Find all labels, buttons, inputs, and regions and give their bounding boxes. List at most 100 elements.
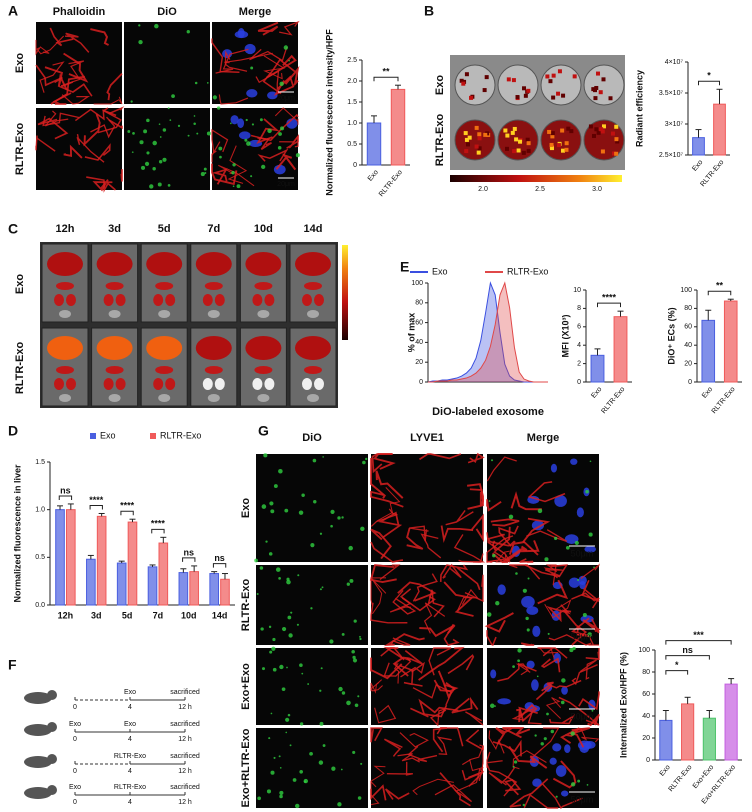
green-dot <box>522 803 526 807</box>
organ <box>304 282 322 290</box>
nucleus <box>490 669 497 679</box>
heat-pixel <box>474 125 479 130</box>
mouse-head <box>47 690 57 700</box>
nucleus <box>564 744 571 754</box>
green-dot <box>296 623 299 626</box>
green-dot <box>295 803 300 809</box>
heat-pixel <box>566 126 571 131</box>
green-dot <box>162 157 167 162</box>
legend-label: RLTR-Exo <box>507 266 548 276</box>
colorbar <box>342 245 348 340</box>
fiber <box>540 657 561 673</box>
fiber <box>491 526 511 553</box>
organ <box>115 294 126 306</box>
fiber <box>370 780 380 806</box>
green-dot <box>495 601 500 606</box>
legend-marker <box>90 433 96 439</box>
fiber <box>428 647 452 676</box>
y-tick-label: 2.5×10⁷ <box>659 152 684 159</box>
fiber <box>380 647 405 661</box>
fiber <box>35 64 63 87</box>
y-tick-label: 40 <box>415 339 423 346</box>
y-tick-label: 40 <box>684 342 692 349</box>
fiber <box>371 578 387 615</box>
green-dot <box>353 619 357 623</box>
green-dot <box>257 796 261 801</box>
fiber <box>469 759 484 782</box>
fiber <box>224 52 273 64</box>
liver <box>195 252 232 276</box>
panel-letter: F <box>8 657 17 673</box>
y-tick-label: 60 <box>684 324 692 331</box>
heat-pixel <box>556 91 561 96</box>
fiber <box>486 456 517 482</box>
nucleus <box>497 584 506 595</box>
nucleus <box>549 757 557 765</box>
green-dot <box>268 552 273 556</box>
y-tick-label: 100 <box>680 287 692 294</box>
bar <box>220 578 230 606</box>
green-dot <box>299 663 303 667</box>
time-label: 12h <box>56 223 75 235</box>
liver <box>47 252 83 276</box>
heat-pixel <box>596 130 601 135</box>
fiber <box>397 581 437 602</box>
green-dot <box>346 582 350 586</box>
fiber <box>63 52 89 83</box>
heat-pixel <box>564 141 569 146</box>
heat-pixel <box>526 148 531 153</box>
green-dot <box>550 729 555 734</box>
scale-label: 20μm <box>277 181 295 188</box>
nucleus <box>561 686 568 695</box>
fiber <box>36 35 65 55</box>
green-dot <box>279 794 283 799</box>
heat-pixel <box>466 142 471 147</box>
green-dot <box>279 664 284 670</box>
heat-pixel <box>461 81 466 86</box>
green-dot <box>319 532 323 535</box>
green-dot <box>279 790 284 795</box>
x-tick-label: Exo <box>659 764 672 778</box>
fiber <box>74 108 117 122</box>
liver <box>295 336 331 360</box>
heat-pixel <box>549 142 554 147</box>
significance-label: *** <box>693 630 704 640</box>
scale-label: 50μm <box>571 794 594 804</box>
green-dot <box>360 526 365 532</box>
green-dot <box>574 540 579 546</box>
fiber <box>83 113 101 147</box>
fiber <box>486 764 518 797</box>
green-dot <box>292 778 297 782</box>
y-tick-label: 2.5 <box>347 57 357 64</box>
green-dot <box>354 703 359 708</box>
fiber <box>211 141 221 163</box>
fiber <box>580 727 600 743</box>
heat-pixel <box>512 149 517 154</box>
green-dot <box>351 649 355 654</box>
green-dot <box>570 782 576 787</box>
organ <box>314 378 324 390</box>
fiber <box>456 768 485 792</box>
green-dot <box>517 648 522 653</box>
green-dot <box>286 577 290 581</box>
fiber <box>370 682 383 692</box>
column-header: LYVE1 <box>410 432 444 444</box>
green-dot <box>319 689 322 692</box>
y-tick-label: 80 <box>415 300 423 307</box>
green-dot <box>271 646 276 651</box>
green-dot <box>272 667 277 672</box>
green-dot <box>231 170 235 175</box>
green-dot <box>310 543 315 548</box>
green-dot <box>281 626 287 632</box>
green-dot <box>561 678 566 683</box>
x-tick-label: 12h <box>58 610 74 620</box>
green-dot <box>290 611 293 614</box>
time-label: 14d <box>304 223 323 235</box>
organ <box>264 294 275 306</box>
scale-label: 20μm <box>277 95 295 102</box>
fiber <box>481 746 484 771</box>
significance-label: ns <box>183 547 194 557</box>
green-dot <box>359 635 361 638</box>
fiber <box>256 118 280 145</box>
green-dot <box>273 484 278 489</box>
